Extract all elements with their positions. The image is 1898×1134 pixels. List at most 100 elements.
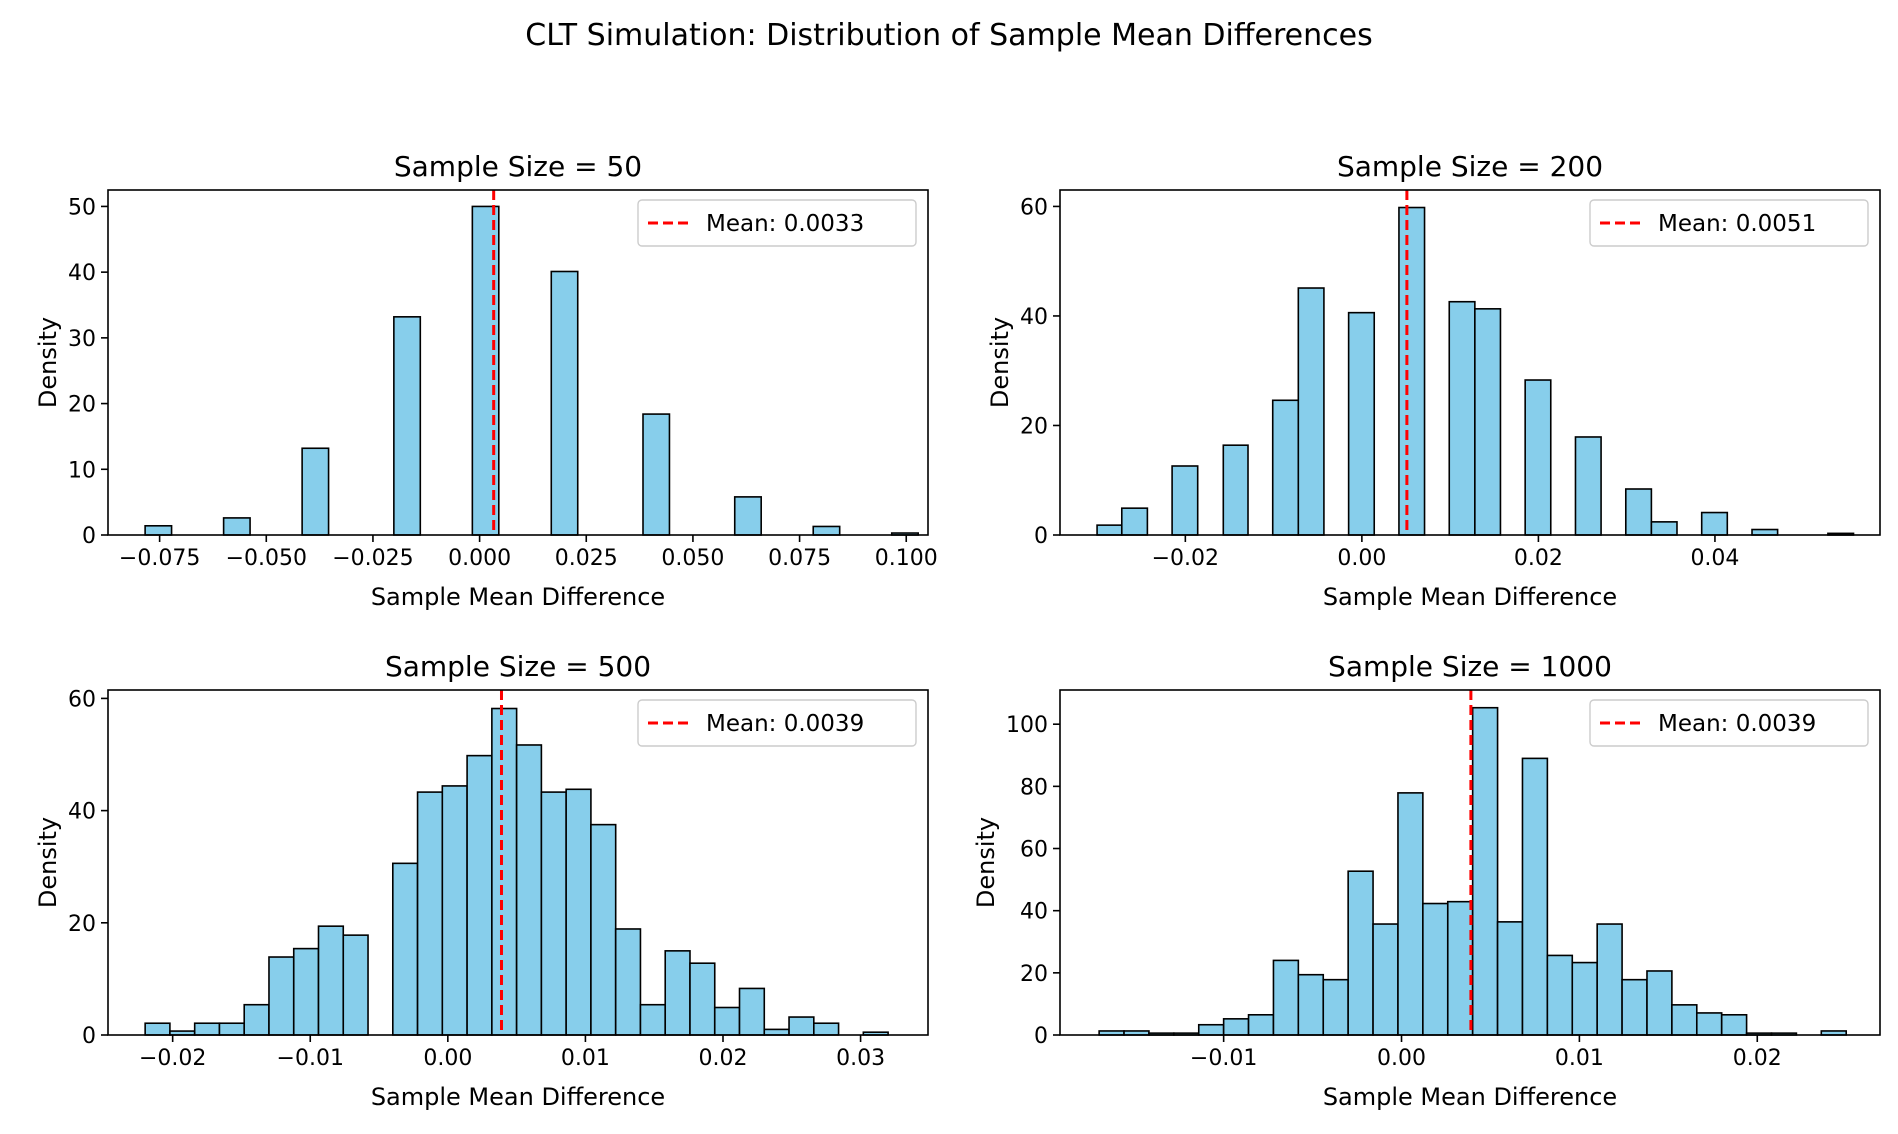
y-tick-label: 0 xyxy=(82,1024,96,1049)
y-tick-label: 80 xyxy=(1020,775,1048,800)
histogram-bar xyxy=(1471,706,1499,1036)
y-tick-label: 0 xyxy=(1034,1024,1048,1049)
histogram-bar xyxy=(1496,921,1524,1036)
x-axis-ticks: −0.02 0.00 0.02 0.04 xyxy=(1152,535,1739,571)
histogram-bar xyxy=(1222,444,1249,536)
x-tick-label: 0.075 xyxy=(768,546,831,571)
histogram-bar xyxy=(144,1022,171,1036)
x-tick-label: 0.02 xyxy=(1514,546,1563,571)
x-tick-label: 0.01 xyxy=(561,1046,610,1071)
histogram-bar xyxy=(1347,870,1374,1036)
histogram-bars xyxy=(144,205,919,536)
x-axis-label: Sample Mean Difference xyxy=(371,583,665,611)
histogram-bar xyxy=(441,785,468,1036)
histogram-bar xyxy=(788,1016,815,1036)
histogram-bar xyxy=(565,788,592,1036)
legend: Mean: 0.0051 xyxy=(1589,199,1869,247)
y-tick-label: 60 xyxy=(1020,195,1048,220)
legend-label: Mean: 0.0039 xyxy=(1658,711,1816,737)
histogram-bar xyxy=(391,862,419,1036)
y-axis-label: Density xyxy=(972,817,1000,908)
histogram-bar xyxy=(243,1003,270,1036)
histogram-bar xyxy=(1297,287,1325,536)
histogram-bar xyxy=(1347,311,1376,536)
x-axis-ticks: −0.075 −0.050 −0.025 0.000 0.025 0.050 0.075 0.… xyxy=(119,535,938,571)
histogram-bar xyxy=(1120,507,1149,536)
histogram-bar xyxy=(1521,757,1549,1036)
histogram-bar xyxy=(416,791,444,1036)
histogram-bar xyxy=(515,744,543,1036)
x-tick-label: −0.02 xyxy=(139,1046,206,1071)
x-tick-label: 0.050 xyxy=(661,546,724,571)
x-axis-ticks: −0.02 −0.01 0.00 0.01 0.02 0.03 xyxy=(139,1035,885,1071)
histogram-bar xyxy=(1646,970,1673,1036)
histogram-bar xyxy=(1398,206,1426,536)
y-tick-label: 40 xyxy=(68,261,96,286)
y-tick-label: 20 xyxy=(1020,962,1048,987)
histogram-bar xyxy=(1700,511,1729,536)
y-tick-label: 0 xyxy=(1034,524,1048,549)
x-tick-label: 0.00 xyxy=(1377,1046,1426,1071)
histogram-bar xyxy=(1546,954,1574,1036)
x-tick-label: 0.03 xyxy=(836,1046,885,1071)
histogram-bar xyxy=(590,823,617,1036)
subplot-4: Sample Size = 1000 −0.01 0.00 0.01 0.02 0 20 40… xyxy=(972,650,1881,1111)
x-tick-label: 0.02 xyxy=(1733,1046,1782,1071)
histogram-bars xyxy=(1098,706,1848,1036)
y-axis-ticks: 0 20 40 60 xyxy=(68,687,108,1049)
legend-label: Mean: 0.0033 xyxy=(706,211,864,237)
y-tick-label: 100 xyxy=(1006,713,1048,738)
y-tick-label: 0 xyxy=(82,524,96,549)
x-tick-label: 0.02 xyxy=(699,1046,748,1071)
y-axis-label: Density xyxy=(34,817,62,908)
histogram-bar xyxy=(1650,521,1678,536)
legend: Mean: 0.0039 xyxy=(637,699,917,747)
legend-box xyxy=(1589,199,1869,247)
legend-box xyxy=(1589,699,1869,747)
histogram-bar xyxy=(1171,465,1199,536)
histogram-bar xyxy=(738,987,766,1036)
histogram-bar xyxy=(1197,1023,1225,1036)
histogram-bar xyxy=(193,1022,221,1036)
y-tick-label: 50 xyxy=(68,195,96,220)
subplot-2: Sample Size = 200 −0.02 0.00 0.02 0.04 0 20 40 6… xyxy=(986,150,1881,611)
x-tick-label: 0.000 xyxy=(448,546,511,571)
histogram-bar xyxy=(689,962,716,1036)
subplot-title: Sample Size = 500 xyxy=(385,650,651,683)
y-axis-ticks: 0 20 40 60 xyxy=(1020,195,1060,549)
subplot-grid: Sample Size = 50−0.075 −0.050 −0.025 0.000 0… xyxy=(34,150,1881,1111)
histogram-bar xyxy=(1474,308,1502,536)
histogram-bar xyxy=(1372,923,1399,1036)
y-tick-label: 40 xyxy=(68,800,96,825)
histogram-bar xyxy=(1720,1013,1748,1036)
axes-frame xyxy=(1059,689,1881,1036)
histogram-bar xyxy=(1397,792,1424,1036)
histogram-bar xyxy=(1671,1004,1698,1036)
histogram-bars xyxy=(144,707,889,1036)
histogram-bar xyxy=(1096,524,1123,536)
legend-box xyxy=(637,199,917,247)
histogram-bar xyxy=(763,1028,790,1036)
x-tick-label: 0.00 xyxy=(423,1046,472,1071)
histogram-bar xyxy=(1571,961,1598,1036)
y-axis-ticks: 0 20 40 60 80 100 xyxy=(1006,713,1060,1049)
x-axis-label: Sample Mean Difference xyxy=(371,1083,665,1111)
histogram-bar xyxy=(540,791,567,1036)
histogram-bar xyxy=(733,496,762,536)
histogram-bar xyxy=(550,270,579,536)
x-tick-label: −0.025 xyxy=(332,546,413,571)
histogram-bar xyxy=(466,754,493,1036)
legend-label: Mean: 0.0051 xyxy=(1658,211,1816,237)
histogram-bar xyxy=(614,928,642,1036)
x-tick-label: 0.100 xyxy=(875,546,938,571)
x-axis-ticks: −0.01 0.00 0.01 0.02 xyxy=(1190,1035,1782,1071)
x-tick-label: −0.02 xyxy=(1152,546,1219,571)
histogram-bar xyxy=(1271,399,1300,536)
histogram-bar xyxy=(1624,488,1653,536)
x-tick-label: 0.04 xyxy=(1690,546,1739,571)
histogram-bar xyxy=(1524,379,1552,536)
x-tick-label: −0.01 xyxy=(1190,1046,1257,1071)
histogram-bar xyxy=(639,1003,667,1036)
axes-frame xyxy=(107,689,929,1036)
